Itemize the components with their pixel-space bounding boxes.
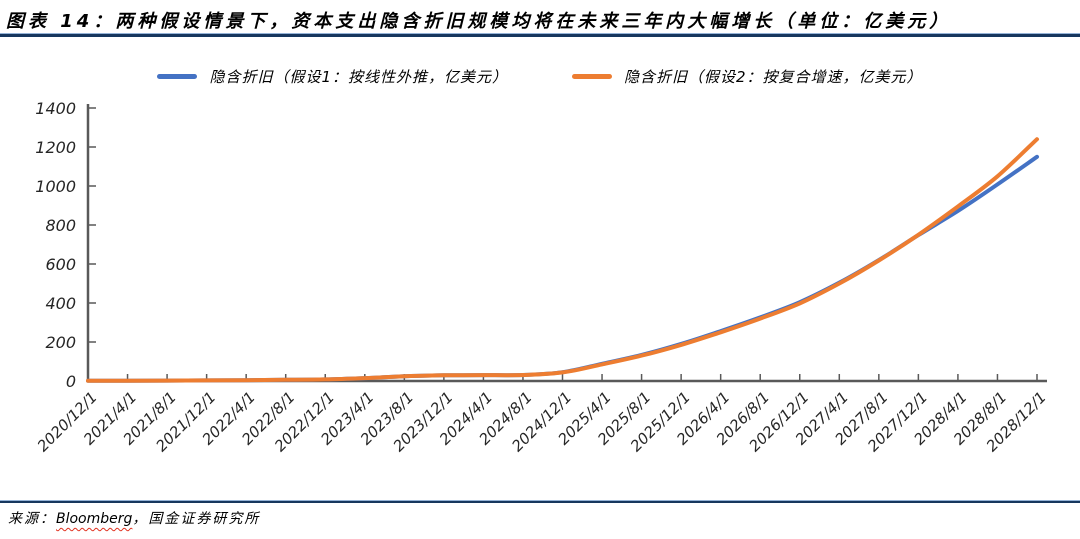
bottom-divider <box>0 500 1080 503</box>
source-note: 来源：Bloomberg，国金证券研究所 <box>8 508 260 528</box>
y-axis-label: 1000 <box>35 177 76 196</box>
blue-line-swatch <box>157 74 198 79</box>
top-divider <box>0 33 1080 37</box>
orange-line-swatch <box>572 74 612 79</box>
chart-legend: 隐含折旧（假设1：按线性外推，亿美元） 隐含折旧（假设2：按复合增速，亿美元） <box>0 66 1080 87</box>
y-axis-label: 0 <box>66 372 76 391</box>
legend-label-hypothesis2: 隐含折旧（假设2：按复合增速，亿美元） <box>624 68 923 86</box>
series-line-hypothesis1 <box>86 154 1039 383</box>
y-axis-label: 1400 <box>35 99 76 118</box>
y-axis-label: 600 <box>45 255 76 274</box>
line-chart-plot: 02004006008001000120014002020/12/12021/4… <box>34 99 1050 455</box>
legend-item-hypothesis2: 隐含折旧（假设2：按复合增速，亿美元） <box>572 66 923 87</box>
y-axis-label: 400 <box>45 294 76 313</box>
legend-label-hypothesis1: 隐含折旧（假设1：按线性外推，亿美元） <box>209 68 508 86</box>
y-axis-label: 1200 <box>35 138 76 157</box>
source-bloomberg: Bloomberg <box>56 511 133 527</box>
legend-item-hypothesis1: 隐含折旧（假设1：按线性外推，亿美元） <box>157 66 508 87</box>
y-axis-label: 200 <box>45 333 76 352</box>
figure-title: 图表 14：两种假设情景下，资本支出隐含折旧规模均将在未来三年内大幅增长（单位：… <box>6 11 952 32</box>
source-prefix: 来源： <box>8 511 56 527</box>
series-line-hypothesis2 <box>86 137 1039 383</box>
y-axis-label: 800 <box>45 216 76 235</box>
source-rest: ，国金证券研究所 <box>132 511 261 527</box>
